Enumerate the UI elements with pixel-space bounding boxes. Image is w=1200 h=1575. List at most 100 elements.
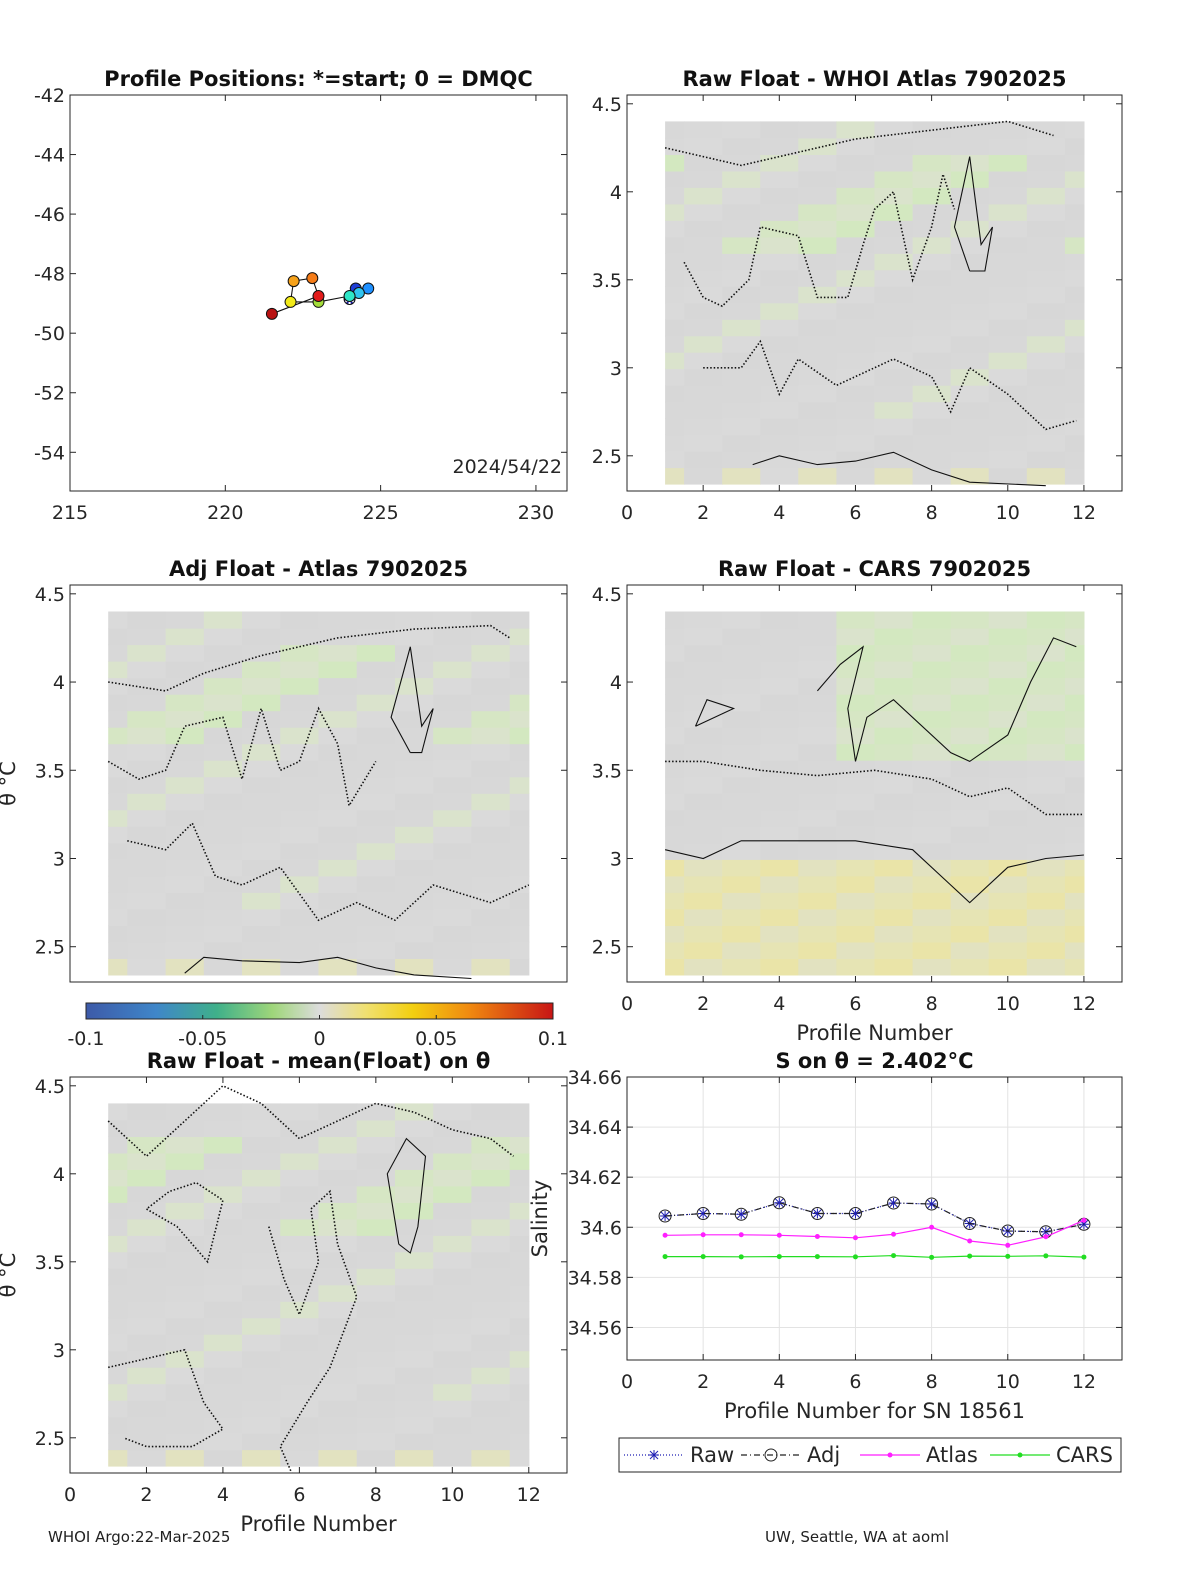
raw_mean-heat-cell	[509, 1400, 530, 1418]
raw_mean-heat-cell	[395, 1218, 434, 1236]
raw_cars-heat-cell	[836, 958, 876, 976]
adj_atlas-heat-cell	[318, 694, 358, 712]
raw_whoi-heat-cell	[950, 352, 990, 370]
adj_atlas-heat-cell	[471, 875, 511, 893]
raw_cars-heat-cell	[874, 743, 914, 761]
raw_cars-heat-cell	[988, 611, 1028, 629]
raw_whoi-heat-cell	[912, 401, 952, 419]
raw_whoi-heat-cell	[665, 170, 685, 188]
raw_cars-heat-cell	[988, 908, 1028, 926]
raw_whoi-heat-cell	[1064, 385, 1085, 403]
raw_cars-heat-cell	[950, 925, 990, 943]
adj_atlas-heat-cell	[509, 644, 530, 662]
raw_cars-heat-cell	[1064, 908, 1085, 926]
adj_atlas-heat-cell	[280, 941, 320, 959]
adj_atlas-heat-cell	[108, 760, 128, 778]
raw_whoi-heat-cell	[722, 401, 761, 419]
adj_atlas-contour-line	[107, 705, 377, 808]
raw_whoi-heat-cell	[912, 220, 952, 238]
adj_atlas-heat-cell	[509, 859, 530, 877]
raw_whoi-heat-cell	[760, 418, 799, 436]
adj_atlas-heat-cell	[318, 760, 358, 778]
raw_mean-heat-cell	[471, 1416, 511, 1434]
adj_atlas-ytick-label: 3.5	[35, 760, 65, 782]
adj_atlas-heat-cell	[433, 628, 472, 646]
raw_whoi-heat-cell	[836, 220, 876, 238]
raw_whoi-heat-cell	[665, 451, 685, 469]
raw_whoi-heat-cell	[1026, 220, 1066, 238]
raw_mean-heat-cell	[242, 1202, 281, 1220]
raw_cars-heat-cell	[665, 842, 685, 860]
raw_whoi-heat-cell	[798, 451, 837, 469]
adj_atlas-heat-cell	[471, 694, 511, 712]
raw_cars-heat-cell	[1064, 941, 1085, 959]
salinity-atlas-point	[1043, 1234, 1049, 1240]
salinity-cars-point	[967, 1253, 973, 1259]
raw_whoi-heat-cell	[1026, 418, 1066, 436]
raw_mean-heat-cell	[318, 1400, 358, 1418]
raw_whoi-heat-cell	[722, 170, 761, 188]
adj_atlas-heat-cell	[509, 776, 530, 794]
adj_atlas-heat-cell	[433, 925, 472, 943]
raw_whoi-heat-cell	[874, 170, 914, 188]
raw_cars-heat-cell	[1026, 677, 1066, 695]
raw_cars-heat-cell	[1026, 859, 1066, 877]
raw_whoi-heat-cell	[722, 286, 761, 304]
raw_whoi-heat-cell	[912, 121, 952, 139]
adj_atlas-heat-cell	[165, 958, 205, 976]
raw_mean-heat-cell	[356, 1350, 396, 1368]
salinity-axes-frame	[626, 1076, 1123, 1361]
raw_cars-heat-cell	[874, 677, 914, 695]
raw_whoi-heat-cell	[950, 203, 990, 221]
adj_atlas-heat-cell	[356, 892, 396, 910]
raw_mean-heat-cell	[509, 1103, 530, 1121]
raw_cars-heat-cell	[1064, 826, 1085, 844]
raw_whoi-heat-cell	[722, 236, 761, 254]
raw_whoi-heat-cell	[798, 236, 837, 254]
raw_mean-heat-cell	[127, 1218, 167, 1236]
adj_atlas-ylabel: θ °C	[0, 761, 20, 806]
raw_whoi-heat-cell	[665, 236, 685, 254]
raw_whoi-xtick-label: 0	[621, 502, 633, 524]
raw_mean-heat-cell	[127, 1185, 167, 1203]
raw_whoi-heat-cell	[798, 121, 837, 139]
raw_cars-heat-cell	[1064, 644, 1085, 662]
raw_cars-heat-cell	[684, 644, 723, 662]
adj_atlas-heat-cell	[280, 875, 320, 893]
salinity-adj-point	[810, 1206, 824, 1220]
raw_cars-heat-cell	[684, 809, 723, 827]
raw_mean-heat-cell	[165, 1383, 205, 1401]
raw_mean-ytick-label: 4	[53, 1164, 65, 1186]
adj_atlas-heat-cell	[280, 661, 320, 679]
adj_atlas-axes-frame	[69, 584, 568, 983]
adj_atlas-heat-cell	[242, 710, 281, 728]
raw_cars-heat-cell	[836, 628, 876, 646]
raw_cars-heat-cell	[912, 760, 952, 778]
positions-ytick-label: -46	[34, 204, 65, 226]
adj_atlas-heat-cell	[203, 661, 243, 679]
legend-label-raw: Raw	[690, 1443, 734, 1467]
raw_mean-heat-cell	[108, 1350, 128, 1368]
adj_atlas-heat-cell	[433, 826, 472, 844]
raw_mean-heat-cell	[108, 1218, 128, 1236]
raw_whoi-heat-cell	[1026, 352, 1066, 370]
profile-position-point	[343, 289, 356, 302]
raw_mean-heat-cell	[242, 1383, 281, 1401]
raw_whoi-heat-cell	[950, 170, 990, 188]
raw_whoi-heat-cell	[1026, 236, 1066, 254]
raw_mean-heat-cell	[108, 1235, 128, 1253]
raw_cars-heat-cell	[760, 892, 799, 910]
raw_whoi-heat-cell	[988, 203, 1028, 221]
raw_whoi-heat-cell	[1064, 187, 1085, 205]
raw_mean-heat-cell	[203, 1334, 243, 1352]
raw_cars-heat-cell	[874, 760, 914, 778]
raw_mean-heat-cell	[395, 1185, 434, 1203]
raw_mean-heat-cell	[356, 1185, 396, 1203]
raw_mean-heat-cell	[108, 1317, 128, 1335]
salinity-xtick-label: 4	[773, 1371, 785, 1393]
raw_whoi-heat-cell	[684, 286, 723, 304]
raw_mean-heat-cell	[280, 1350, 320, 1368]
raw_whoi-heat-cell	[874, 368, 914, 386]
raw_cars-heat-cell	[1026, 908, 1066, 926]
raw_mean-heat-cell	[165, 1400, 205, 1418]
